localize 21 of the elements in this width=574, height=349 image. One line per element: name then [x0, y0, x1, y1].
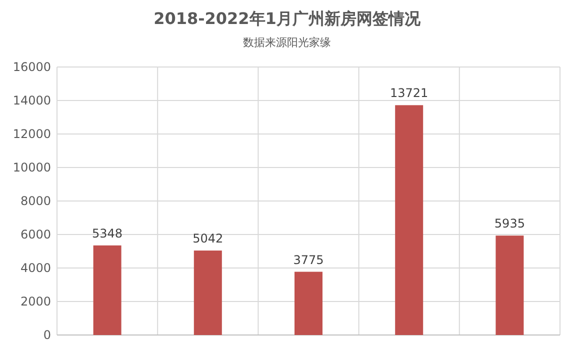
- y-tick-label: 10000: [12, 160, 51, 174]
- data-label: 5935: [494, 216, 525, 231]
- y-tick-label: 8000: [20, 194, 51, 208]
- y-tick-label: 2000: [20, 294, 51, 308]
- y-tick-label: 0: [43, 328, 51, 342]
- chart-subtitle: 数据来源阳光家缘: [243, 36, 331, 49]
- data-label: 5042: [192, 232, 224, 246]
- data-label: 5348: [92, 226, 123, 240]
- y-tick-label: 6000: [20, 228, 51, 242]
- y-tick-label: 14000: [12, 94, 51, 108]
- data-label: 3775: [293, 252, 324, 267]
- bar: [93, 245, 122, 335]
- data-label: 13721: [390, 86, 428, 100]
- bar: [194, 250, 222, 335]
- bar: [294, 272, 322, 335]
- bar: [395, 105, 424, 335]
- y-tick-label: 4000: [20, 261, 51, 275]
- chart-title: 2018-2022年1月广州新房网签情况: [154, 9, 422, 28]
- bar: [496, 236, 524, 335]
- y-tick-label: 12000: [12, 127, 51, 141]
- y-tick-label: 16000: [12, 60, 51, 74]
